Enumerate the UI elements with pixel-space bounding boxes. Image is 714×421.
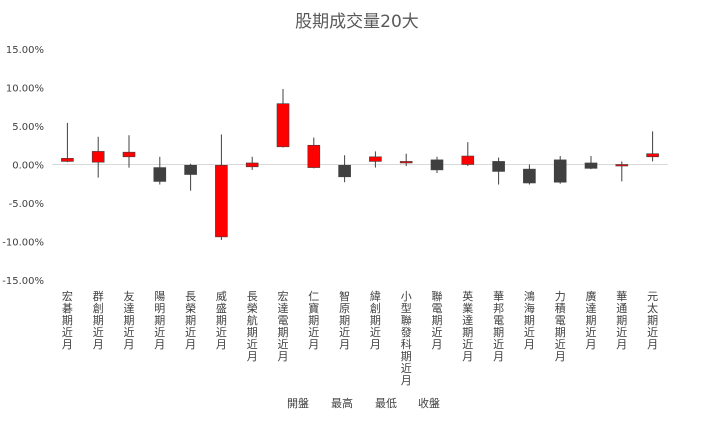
candle: [523, 164, 536, 185]
y-axis: -15.00% -10.00% -5.00% 0.00% 5.00% 10.00% 15.0…: [2, 45, 44, 287]
x-category-label: 英業達期近月: [462, 289, 473, 363]
legend: 開盤 最高 最低 收盤: [287, 396, 440, 410]
candle: [461, 142, 475, 167]
x-category-label: 陽明期近月: [154, 290, 165, 351]
candles-layer: [61, 89, 659, 240]
candle: [153, 156, 167, 185]
x-category-label: 宏碁期近月: [62, 289, 73, 351]
candle-body-up: [307, 144, 321, 168]
legend-entry: 最低: [375, 397, 397, 410]
candle: [492, 157, 505, 185]
candle: [245, 156, 259, 170]
candle: [399, 153, 413, 167]
x-category-label: 鴻海期近月: [524, 289, 535, 351]
y-tick-label: 10.00%: [6, 84, 44, 95]
candle-body-up: [646, 153, 659, 158]
x-category-label: 聯電期近月: [432, 290, 443, 351]
candle: [276, 89, 290, 148]
x-category-label: 友達期近月: [124, 289, 135, 351]
x-category-label: 力積電期近月: [555, 290, 566, 363]
legend-entry: 收盤: [418, 396, 440, 410]
candle-body-down: [153, 167, 167, 182]
candle: [338, 155, 351, 183]
x-category-label: 宏達電期近月: [278, 289, 289, 363]
x-category-label: 長榮航期近月: [247, 290, 258, 363]
candle-body-down: [584, 162, 598, 169]
x-category-label: 華邦電期近月: [493, 290, 504, 363]
candle-body-up: [122, 151, 136, 158]
y-tick-label: -15.00%: [2, 276, 44, 287]
legend-entry: 開盤: [287, 397, 309, 410]
candle-body-down: [430, 159, 444, 171]
candle-body-up: [369, 156, 382, 162]
x-category-label: 緯創期近月: [370, 289, 381, 351]
candle: [369, 151, 382, 168]
y-tick-label: -5.00%: [9, 199, 44, 210]
x-category-label: 長榮期近月: [185, 290, 196, 351]
candle: [615, 161, 629, 182]
x-category-label: 華通期近月: [616, 290, 627, 351]
candle-body-up: [461, 155, 475, 165]
x-category-label: 智原期近月: [339, 289, 350, 351]
candle: [61, 122, 74, 163]
x-category-label: 群創期近月: [93, 289, 104, 351]
y-tick-label: 15.00%: [6, 45, 44, 56]
x-category-label: 元太期近月: [647, 290, 658, 351]
candle-body-down: [492, 161, 505, 172]
x-axis-labels: 宏碁期近月 群創期近月 友達期近月 陽明期近月 長榮期近月 威盛期近月 長榮航期近月 宏達電期…: [62, 289, 658, 387]
candle-body-up: [91, 151, 105, 163]
candle: [553, 156, 567, 184]
candle-body-up: [615, 164, 629, 167]
x-category-label: 仁寶期近月: [308, 290, 319, 351]
x-category-label: 廣達期近月: [586, 289, 597, 351]
candle: [584, 156, 598, 170]
candle-body-up: [245, 162, 259, 168]
legend-entry: 最高: [331, 396, 353, 410]
x-category-label: 小型聯發科期近月: [401, 290, 412, 387]
candle: [215, 134, 228, 240]
candle: [184, 163, 197, 191]
candle-body-down: [553, 159, 567, 183]
candle-body-down: [523, 168, 536, 184]
candle-body-up: [276, 103, 290, 148]
candle: [307, 137, 321, 169]
x-category-label: 威盛期近月: [216, 290, 227, 351]
candle-body-down: [338, 164, 351, 178]
candle-body-up: [399, 161, 413, 164]
y-tick-label: 0.00%: [12, 161, 44, 172]
candle: [646, 131, 659, 162]
candle-body-up: [215, 164, 228, 238]
candle: [91, 136, 105, 178]
candle-body-down: [184, 164, 197, 175]
y-tick-label: 5.00%: [12, 122, 44, 133]
candle: [122, 135, 136, 168]
candle: [430, 156, 444, 173]
candle-body-up: [61, 158, 74, 162]
chart-title: 股期成交量20大: [295, 12, 419, 32]
y-tick-label: -10.00%: [2, 238, 44, 249]
